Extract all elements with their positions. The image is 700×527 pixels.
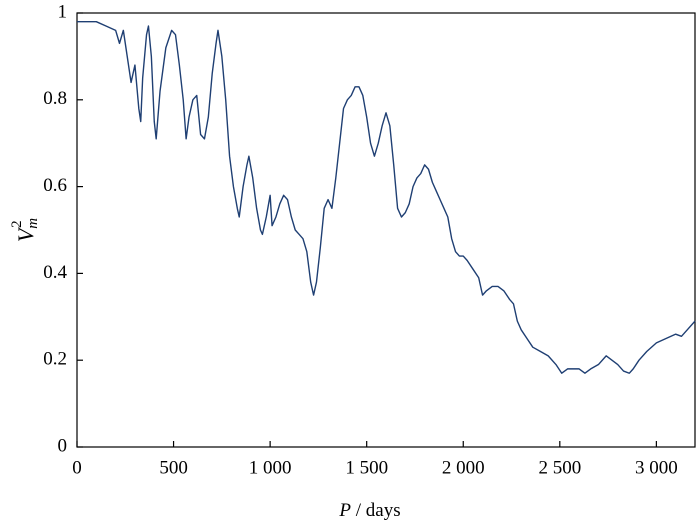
y-tick-label: 1	[58, 1, 68, 22]
x-tick-label: 2 500	[538, 457, 581, 478]
plot-frame	[76, 12, 696, 448]
y-axis-label: Vm2	[9, 218, 41, 242]
y-tick-label: 0.4	[43, 262, 67, 283]
x-tick-label: 1 500	[345, 457, 388, 478]
y-label-sub: m	[25, 218, 41, 229]
x-tick-label: 3 000	[635, 457, 678, 478]
y-tick-label: 0	[58, 435, 68, 456]
y-label-sup: 2	[9, 220, 25, 228]
data-line	[77, 20, 696, 374]
x-tick-label: 0	[72, 457, 82, 478]
x-axis-label: P / days	[338, 500, 400, 521]
x-label-unit: / days	[356, 500, 401, 521]
x-tick-label: 1 000	[249, 457, 292, 478]
x-label-symbol: P	[338, 500, 351, 521]
x-tick-label: 500	[159, 457, 188, 478]
y-label-symbol: V	[13, 226, 38, 242]
y-tick-label: 0.2	[43, 349, 67, 370]
x-tick-label: 2 000	[442, 457, 485, 478]
y-tick-label: 0.6	[43, 175, 67, 196]
y-tick-label: 0.8	[43, 88, 67, 109]
